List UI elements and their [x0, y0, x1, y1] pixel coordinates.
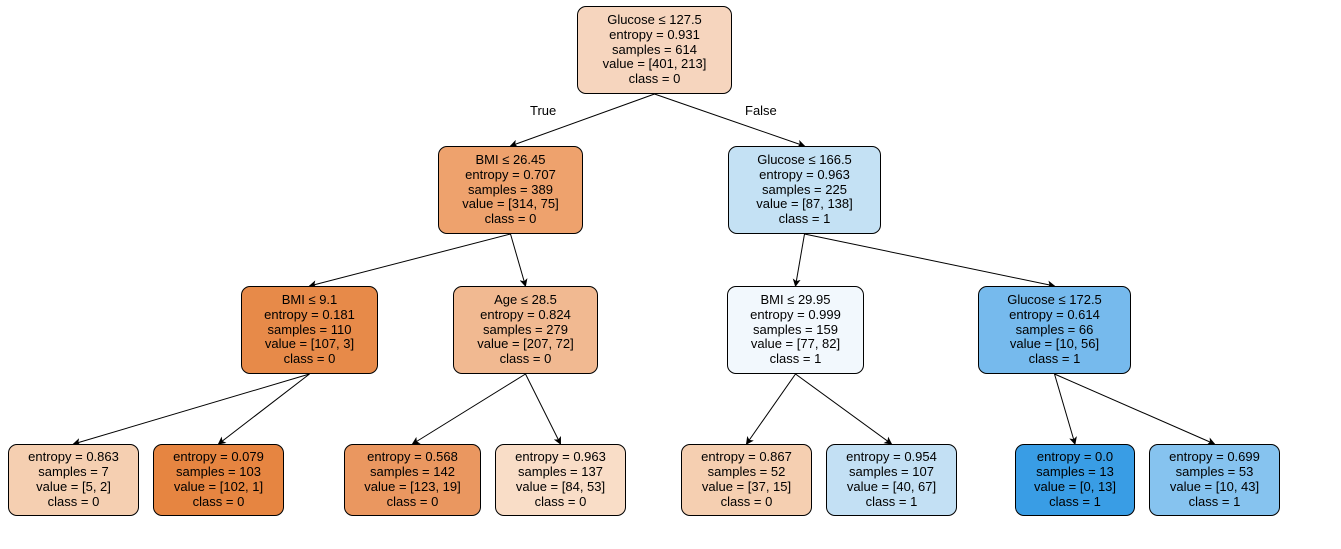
node-text-line: entropy = 0.181: [264, 308, 355, 323]
node-text-line: class = 1: [1189, 495, 1241, 510]
node-text-line: value = [77, 82]: [751, 337, 840, 352]
node-text-line: value = [401, 213]: [603, 57, 707, 72]
tree-node: Glucose ≤ 127.5entropy = 0.931samples = …: [577, 6, 732, 94]
node-text-line: entropy = 0.0: [1037, 450, 1113, 465]
node-text-line: Glucose ≤ 127.5: [607, 13, 702, 28]
node-text-line: class = 0: [535, 495, 587, 510]
node-text-line: entropy = 0.954: [846, 450, 937, 465]
node-text-line: value = [207, 72]: [477, 337, 574, 352]
node-text-line: samples = 103: [176, 465, 261, 480]
node-text-line: BMI ≤ 26.45: [475, 153, 545, 168]
tree-node: Age ≤ 28.5entropy = 0.824samples = 279va…: [453, 286, 598, 374]
node-text-line: value = [107, 3]: [265, 337, 354, 352]
tree-node: entropy = 0.867samples = 52value = [37, …: [681, 444, 812, 516]
node-text-line: samples = 137: [518, 465, 603, 480]
tree-node: entropy = 0.079samples = 103value = [102…: [153, 444, 284, 516]
node-text-line: entropy = 0.931: [609, 28, 700, 43]
node-text-line: class = 1: [1029, 352, 1081, 367]
node-text-line: class = 1: [866, 495, 918, 510]
node-text-line: value = [123, 19]: [364, 480, 461, 495]
tree-node: entropy = 0.0samples = 13value = [0, 13]…: [1015, 444, 1135, 516]
node-text-line: value = [40, 67]: [847, 480, 936, 495]
node-text-line: value = [84, 53]: [516, 480, 605, 495]
node-text-line: class = 0: [284, 352, 336, 367]
node-text-line: samples = 225: [762, 183, 847, 198]
node-text-line: class = 0: [721, 495, 773, 510]
node-text-line: entropy = 0.079: [173, 450, 264, 465]
tree-node: BMI ≤ 29.95entropy = 0.999samples = 159v…: [727, 286, 864, 374]
node-text-line: entropy = 0.999: [750, 308, 841, 323]
node-text-line: entropy = 0.699: [1169, 450, 1260, 465]
node-text-line: entropy = 0.867: [701, 450, 792, 465]
node-text-line: value = [314, 75]: [462, 197, 559, 212]
tree-node: entropy = 0.863samples = 7value = [5, 2]…: [8, 444, 139, 516]
node-text-line: entropy = 0.568: [367, 450, 458, 465]
node-text-line: class = 0: [387, 495, 439, 510]
tree-node: Glucose ≤ 166.5entropy = 0.963samples = …: [728, 146, 881, 234]
node-text-line: samples = 7: [38, 465, 108, 480]
node-text-line: samples = 142: [370, 465, 455, 480]
node-text-line: value = [102, 1]: [174, 480, 263, 495]
node-text-line: value = [10, 56]: [1010, 337, 1099, 352]
node-text-line: class = 1: [770, 352, 822, 367]
tree-node: entropy = 0.963samples = 137value = [84,…: [495, 444, 626, 516]
node-text-line: samples = 389: [468, 183, 553, 198]
tree-node: entropy = 0.699samples = 53value = [10, …: [1149, 444, 1280, 516]
node-text-line: samples = 107: [849, 465, 934, 480]
node-text-line: BMI ≤ 29.95: [760, 293, 830, 308]
node-text-line: entropy = 0.963: [515, 450, 606, 465]
node-text-line: class = 1: [779, 212, 831, 227]
node-text-line: entropy = 0.614: [1009, 308, 1100, 323]
edge-label: False: [745, 103, 777, 118]
node-text-line: value = [87, 138]: [756, 197, 853, 212]
node-text-line: class = 1: [1049, 495, 1101, 510]
node-text-line: entropy = 0.863: [28, 450, 119, 465]
node-text-line: class = 0: [48, 495, 100, 510]
node-text-line: class = 0: [629, 72, 681, 87]
node-text-line: samples = 53: [1176, 465, 1254, 480]
tree-node: BMI ≤ 9.1entropy = 0.181samples = 110val…: [241, 286, 378, 374]
node-text-line: Age ≤ 28.5: [494, 293, 557, 308]
node-text-line: value = [5, 2]: [36, 480, 111, 495]
node-text-line: entropy = 0.707: [465, 168, 556, 183]
tree-node: Glucose ≤ 172.5entropy = 0.614samples = …: [978, 286, 1131, 374]
tree-node: entropy = 0.568samples = 142value = [123…: [344, 444, 481, 516]
tree-node: BMI ≤ 26.45entropy = 0.707samples = 389v…: [438, 146, 583, 234]
node-text-line: samples = 52: [708, 465, 786, 480]
node-text-line: value = [10, 43]: [1170, 480, 1259, 495]
node-text-line: samples = 279: [483, 323, 568, 338]
node-text-line: BMI ≤ 9.1: [282, 293, 338, 308]
node-text-line: class = 0: [500, 352, 552, 367]
node-text-line: class = 0: [193, 495, 245, 510]
node-text-line: Glucose ≤ 166.5: [757, 153, 852, 168]
node-text-line: entropy = 0.963: [759, 168, 850, 183]
node-text-line: samples = 614: [612, 43, 697, 58]
decision-tree-diagram: Glucose ≤ 127.5entropy = 0.931samples = …: [0, 0, 1341, 549]
node-text-line: samples = 159: [753, 323, 838, 338]
node-text-line: entropy = 0.824: [480, 308, 571, 323]
node-text-line: value = [37, 15]: [702, 480, 791, 495]
node-text-line: class = 0: [485, 212, 537, 227]
node-text-line: Glucose ≤ 172.5: [1007, 293, 1102, 308]
node-text-line: samples = 66: [1016, 323, 1094, 338]
node-text-line: value = [0, 13]: [1034, 480, 1116, 495]
node-text-line: samples = 110: [268, 323, 352, 338]
edge-label: True: [530, 103, 556, 118]
node-text-line: samples = 13: [1036, 465, 1114, 480]
tree-node: entropy = 0.954samples = 107value = [40,…: [826, 444, 957, 516]
